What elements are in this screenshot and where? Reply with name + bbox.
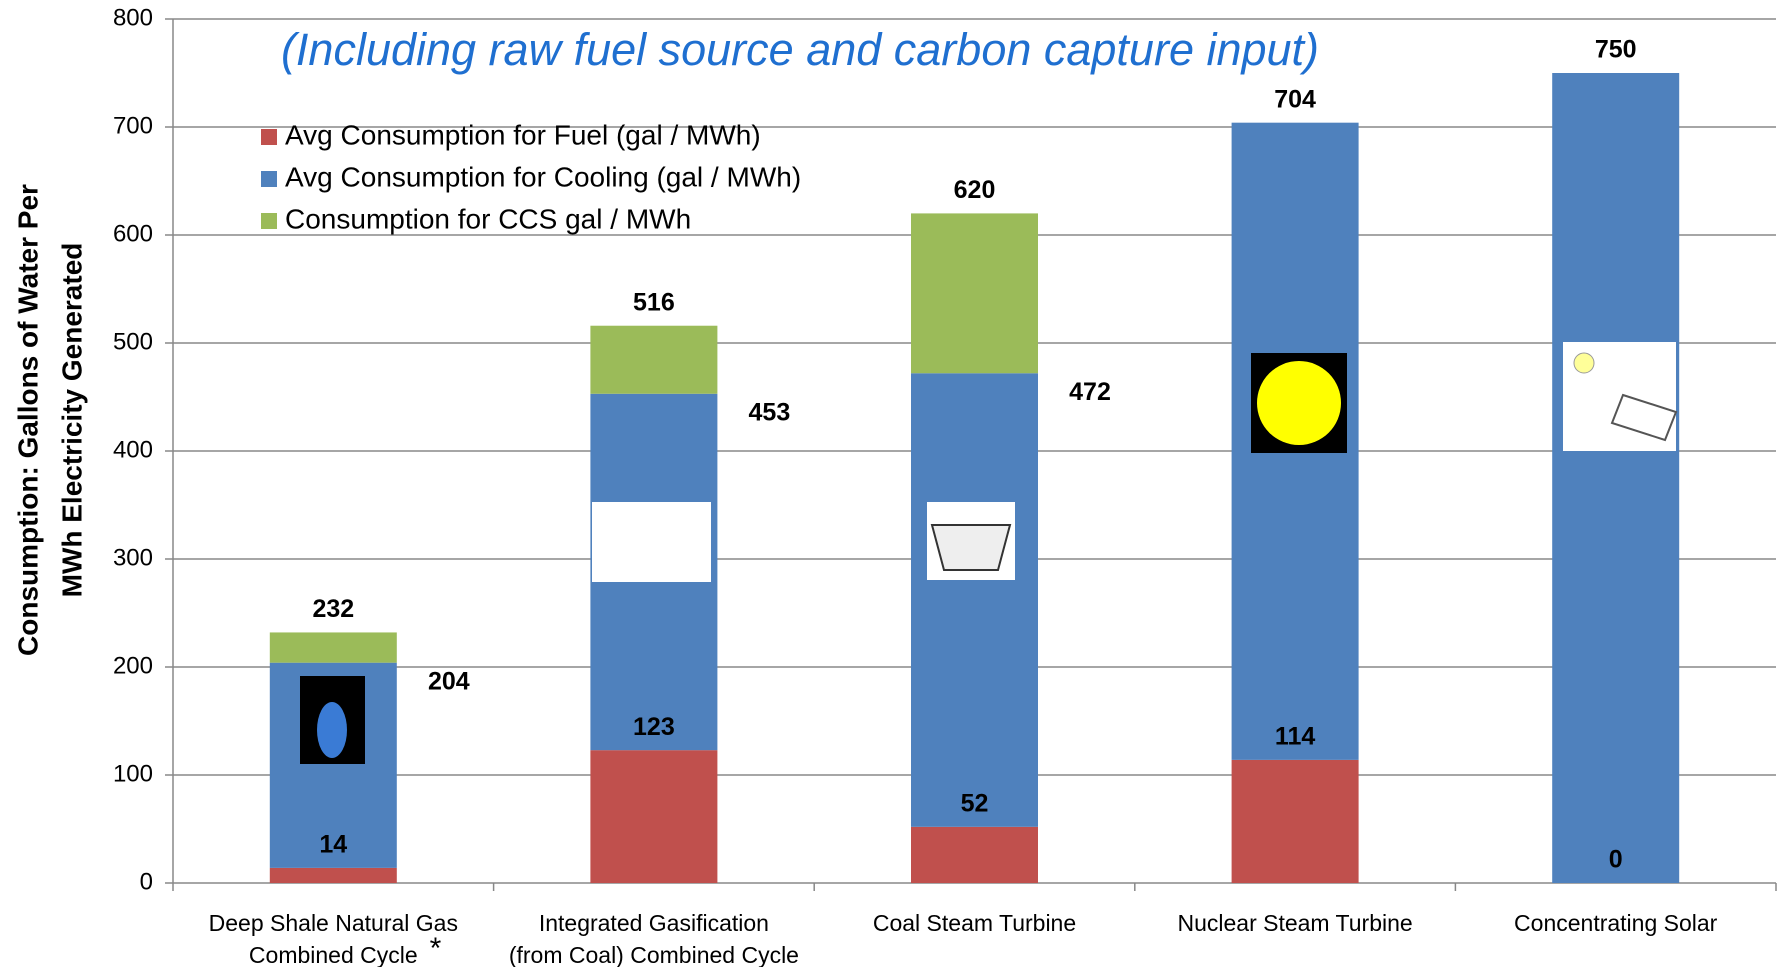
x-tick-label: Coal Steam Turbine (873, 910, 1076, 936)
data-label: 453 (749, 398, 791, 426)
data-label: 114 (1275, 722, 1315, 750)
data-label: 0 (1609, 846, 1623, 874)
flame-icon-shape (317, 702, 347, 758)
data-label: 704 (1274, 85, 1316, 113)
coal-cart-shape (930, 524, 1012, 571)
x-tick-label: Combined Cycle (249, 942, 418, 967)
bar-segment (911, 373, 1038, 827)
y-tick-label: 700 (113, 112, 153, 139)
legend-swatch (261, 213, 277, 229)
data-label: 14 (319, 830, 347, 858)
solar-icon-sun (1573, 352, 1595, 374)
legend-label: Consumption for CCS gal / MWh (285, 203, 691, 234)
y-axis-title-line: MWh Electricity Generated (56, 243, 87, 598)
y-axis-title: Consumption: Gallons of Water Per MWh El… (12, 184, 87, 656)
bar-segment (269, 867, 397, 883)
legend-label: Avg Consumption for Fuel (gal / MWh) (285, 119, 761, 150)
solar-icon-panel (1610, 393, 1678, 442)
data-label: 123 (633, 713, 675, 741)
legend-swatch (261, 171, 277, 187)
y-tick-label: 500 (113, 328, 153, 355)
x-tick-label: Deep Shale Natural Gas (209, 910, 458, 936)
radiation-icon-shape (1257, 361, 1341, 445)
bar-segment (911, 826, 1038, 883)
y-tick-label: 800 (113, 4, 153, 31)
plot-area: 0 100 200 300 400 500 600 700 800 Deep Shale Natu… (113, 4, 1777, 967)
icons (300, 342, 1678, 764)
y-tick-label: 200 (113, 652, 153, 679)
y-tick-label: 600 (113, 220, 153, 247)
data-label: 52 (961, 789, 989, 817)
bar-segment (269, 632, 397, 663)
data-label: 516 (633, 288, 675, 316)
chart-title: (Including raw fuel source and carbon ca… (281, 24, 1319, 75)
bar-segment (911, 213, 1038, 374)
footnote-mark: * (430, 932, 442, 965)
y-axis-title-line: Consumption: Gallons of Water Per (12, 184, 43, 656)
y-tick-label: 0 (140, 868, 153, 895)
data-label: 232 (312, 595, 354, 623)
x-tick-label: Integrated Gasification (539, 910, 769, 936)
data-label: 750 (1595, 36, 1637, 64)
bar-segment (1231, 759, 1359, 883)
y-tick-label: 300 (113, 544, 153, 571)
legend-label: Avg Consumption for Cooling (gal / MWh) (285, 161, 801, 192)
gasification-icon (592, 502, 711, 582)
x-tick-label: Concentrating Solar (1514, 910, 1718, 936)
bar-segment (590, 750, 718, 883)
y-tick-label: 100 (113, 760, 153, 787)
bar-segment (1552, 73, 1680, 883)
data-label: 620 (954, 176, 996, 204)
data-label: 472 (1069, 378, 1111, 406)
y-tick-label: 400 (113, 436, 153, 463)
data-label: 204 (428, 667, 470, 695)
x-tick-label: Nuclear Steam Turbine (1177, 910, 1412, 936)
legend-swatch (261, 129, 277, 145)
x-tick-label: (from Coal) Combined Cycle (509, 942, 799, 967)
bar-segment (590, 325, 718, 394)
